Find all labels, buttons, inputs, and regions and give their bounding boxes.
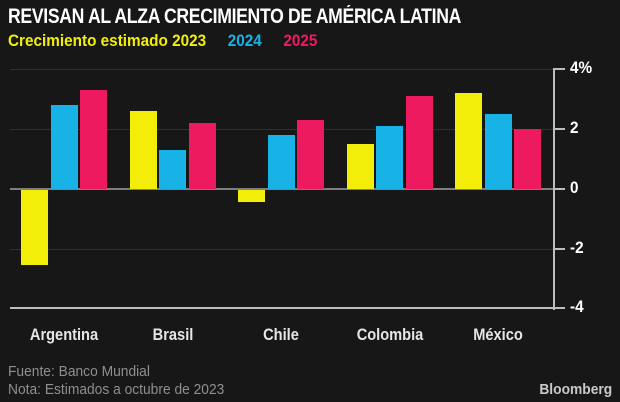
bar-méxico-2024 <box>485 114 512 189</box>
bar-argentina-2025 <box>80 90 107 189</box>
legend-item-2024: 2024 <box>227 31 262 50</box>
bar-colombia-2023 <box>347 144 374 189</box>
bar-méxico-2023 <box>455 93 482 189</box>
y-tick-4% <box>553 68 565 70</box>
category-label-argentina: Argentina <box>29 325 99 344</box>
category-label-chile: Chile <box>263 325 299 344</box>
y-tick--4 <box>553 307 565 309</box>
bar-chile-2025 <box>297 120 324 189</box>
bar-argentina-2024 <box>51 105 78 189</box>
y-tick-label-4%: 4% <box>570 58 593 77</box>
y-tick-label--2: -2 <box>570 238 584 257</box>
bar-colombia-2024 <box>376 126 403 189</box>
gridline--4 <box>10 307 554 309</box>
chart-legend: Crecimiento estimado 2023 2024 2025 <box>8 31 339 51</box>
gridline-2 <box>10 129 554 130</box>
bar-brasil-2023 <box>130 111 157 189</box>
y-tick-label-0: 0 <box>570 178 579 197</box>
y-tick--2 <box>553 248 565 250</box>
gridline--2 <box>10 249 554 250</box>
bar-méxico-2025 <box>514 129 541 189</box>
y-tick-0 <box>553 188 565 190</box>
y-tick-2 <box>553 128 565 130</box>
gridline-0 <box>10 188 554 190</box>
bloomberg-logo: Bloomberg <box>539 381 612 398</box>
bar-chile-2024 <box>268 135 295 189</box>
footnote: Nota: Estimados a octubre de 2023 <box>8 381 225 398</box>
footer: Fuente: Banco Mundial Nota: Estimados a … <box>8 363 224 399</box>
bar-chile-2023 <box>238 190 265 202</box>
y-tick-label--4: -4 <box>570 297 584 316</box>
source-note: Fuente: Banco Mundial <box>8 363 150 380</box>
category-label-colombia: Colombia <box>356 325 424 344</box>
legend-item-2025: 2025 <box>283 31 318 50</box>
bar-brasil-2025 <box>189 123 216 189</box>
category-label-méxico: México <box>473 325 523 344</box>
bar-brasil-2024 <box>159 150 186 189</box>
bar-colombia-2025 <box>406 96 433 189</box>
category-label-brasil: Brasil <box>152 325 194 344</box>
y-tick-label-2: 2 <box>570 118 579 137</box>
legend-item-2023: Crecimiento estimado 2023 <box>8 31 207 50</box>
bar-argentina-2023 <box>21 190 48 265</box>
chart-title: REVISAN AL ALZA CRECIMIENTO DE AMÉRICA L… <box>8 5 461 28</box>
plot-area <box>10 69 554 309</box>
gridline-4% <box>10 69 554 70</box>
